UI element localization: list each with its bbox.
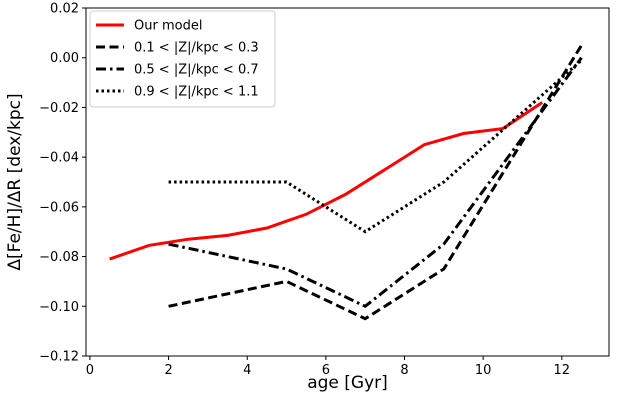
series-line-4 [168,59,583,234]
y-tick-label: 0.02 [50,2,79,17]
y-tick-label: −0.02 [39,101,79,116]
y-tick-label: −0.08 [39,250,79,265]
series-line-2 [168,44,583,321]
legend-label-1: Our model [134,19,202,34]
x-axis-label: age [Gyr] [307,373,388,393]
axes-layer: 0 2 4 6 8 10 12 −0.12 −0.10 −0.08 −0.06 −0.04 −0.02 0… [39,2,610,378]
x-tick-label: 8 [400,363,408,378]
legend: Our model 0.1 < |Z|/kpc < 0.3 0.5 < |Z|/kp… [89,10,276,108]
y-axis-label: Δ[Fe/H]/ΔR [dex/kpc] [5,93,25,270]
y-tick-label: −0.04 [39,151,79,166]
x-tick-label: 4 [243,363,251,378]
x-tick-label: 6 [322,363,330,378]
legend-label-4: 0.9 < |Z|/kpc < 1.1 [134,85,259,100]
legend-label-2: 0.1 < |Z|/kpc < 0.3 [134,41,259,56]
series-line-3 [168,56,583,309]
y-tick-label: −0.10 [39,300,79,315]
legend-box [89,10,276,108]
x-tick-label: 12 [554,363,571,378]
y-tick-label: −0.06 [39,200,79,215]
axes-frame [85,7,610,357]
y-tick-label: 0.00 [50,51,79,66]
legend-label-3: 0.5 < |Z|/kpc < 0.7 [134,63,259,78]
x-tick-label: 0 [86,363,94,378]
series-layer [109,44,583,321]
x-tick-label: 2 [164,363,172,378]
series-line-1 [109,101,544,261]
x-tick-label: 10 [475,363,492,378]
y-tick-label: −0.12 [39,350,79,365]
